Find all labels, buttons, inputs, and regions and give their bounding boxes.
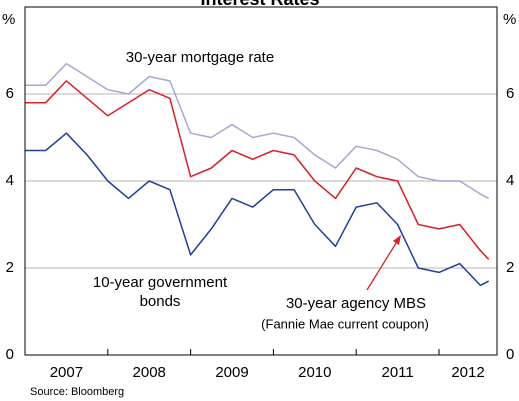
- arrow: [366, 239, 399, 291]
- annotation: 10-year government: [93, 274, 228, 291]
- x-tick-label: 2008: [133, 364, 166, 381]
- line-series: [25, 80, 490, 260]
- line-series: [25, 62, 490, 200]
- line-series: [25, 132, 490, 287]
- annotation: 30-year mortgage rate: [126, 49, 274, 66]
- y-tick-label-right: 4: [506, 172, 514, 189]
- y-tick-label: 6: [6, 85, 14, 102]
- arrow-head: [393, 235, 401, 245]
- y-tick-label-right: 6: [506, 85, 514, 102]
- x-tick-label: 2011: [381, 364, 413, 381]
- y-tick-label: 0: [6, 346, 14, 363]
- x-tick-label: 2007: [50, 364, 83, 381]
- annotation: (Fannie Mae current coupon): [261, 316, 429, 331]
- y-unit-left: %: [2, 11, 15, 28]
- annotation: bonds: [140, 293, 181, 310]
- y-tick-label: 4: [6, 172, 14, 189]
- x-tick-label: 2010: [298, 364, 331, 381]
- annotation: 30-year agency MBS: [286, 295, 426, 312]
- x-tick-label: 2012: [451, 364, 484, 381]
- source: Source: Bloomberg: [30, 386, 124, 398]
- y-unit-right: %: [503, 11, 516, 28]
- y-tick-label-right: 2: [506, 259, 514, 276]
- chart-title: Interest Rates: [200, 0, 319, 9]
- y-tick-label-right: 0: [506, 346, 514, 363]
- y-tick-label: 2: [6, 259, 14, 276]
- plot-frame: [24, 6, 498, 356]
- x-tick-label: 2009: [215, 364, 248, 381]
